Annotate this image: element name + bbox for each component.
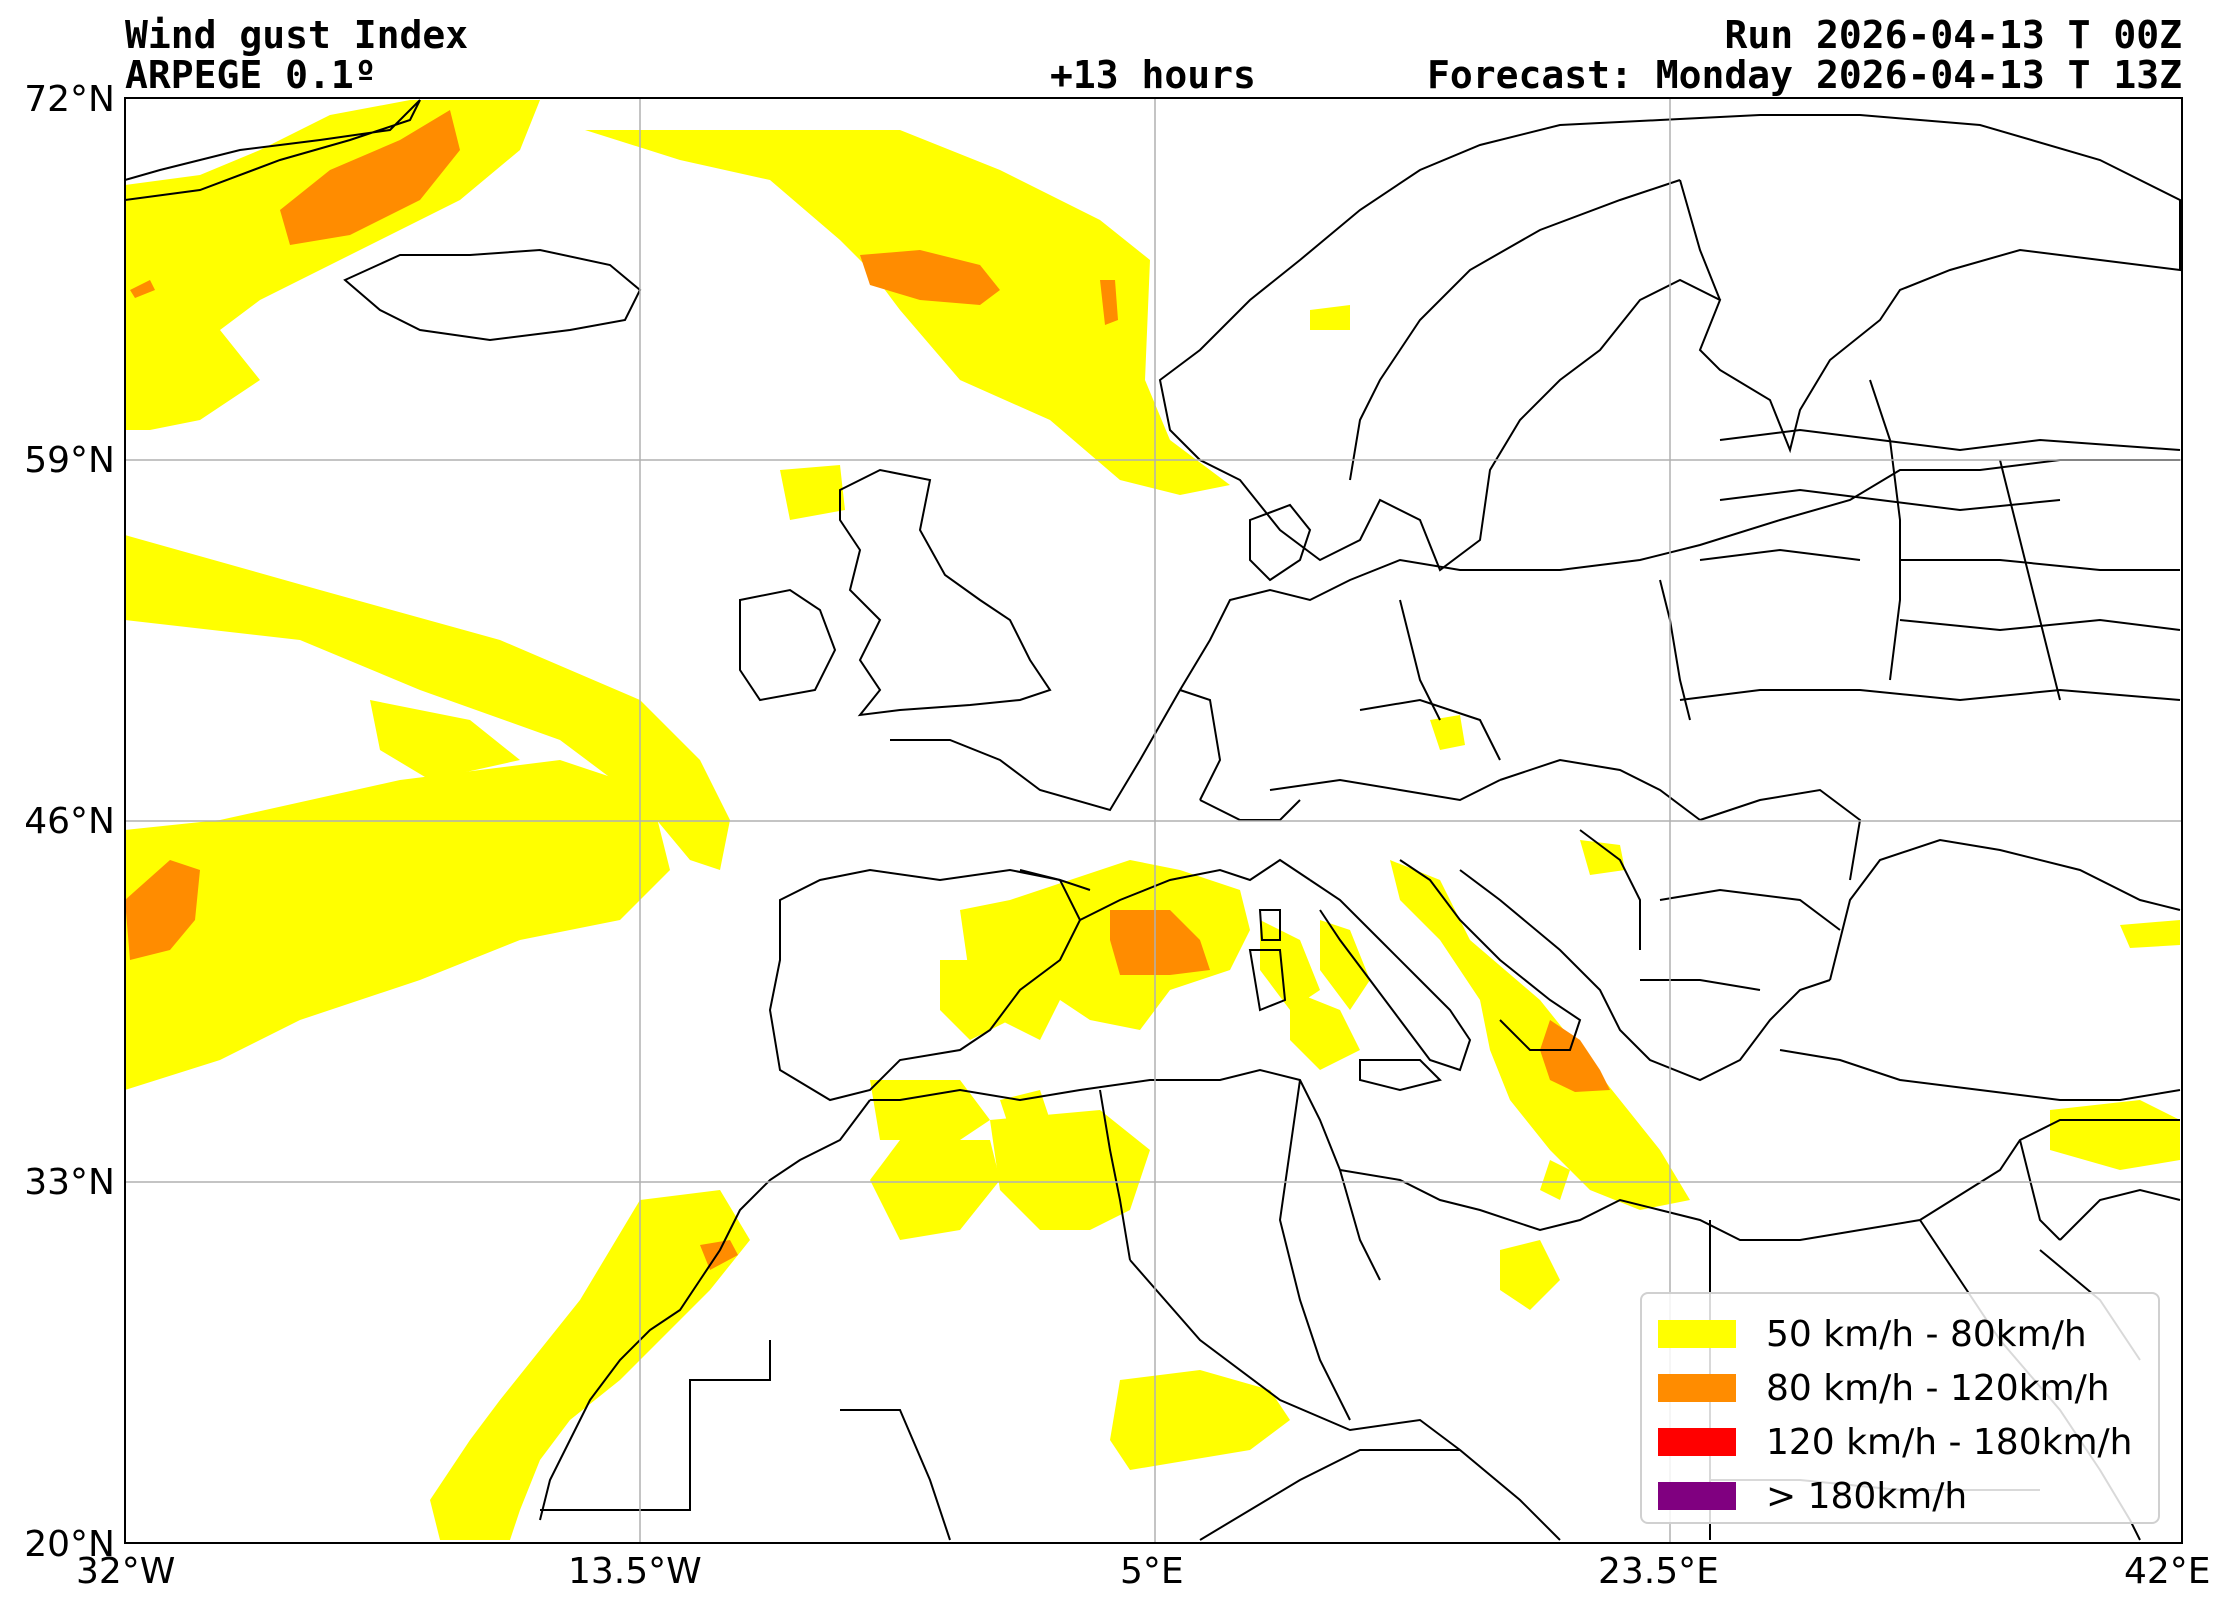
map-title: Wind gust Index bbox=[125, 13, 469, 57]
legend-label: 50 km/h - 80km/h bbox=[1766, 1313, 2087, 1355]
lon-tick-label: 23.5°E bbox=[1598, 1551, 1719, 1592]
border-france-germany bbox=[1179, 689, 1222, 801]
border-austria bbox=[1269, 778, 1501, 802]
border-russia-3 bbox=[1900, 559, 2180, 571]
coastline-iberia bbox=[768, 868, 1082, 1102]
border-norway-sweden bbox=[1349, 179, 1681, 481]
border-ukraine-north bbox=[1679, 688, 2181, 702]
lon-tick-label: 5°E bbox=[1120, 1551, 1184, 1592]
border-serbia bbox=[1579, 829, 1641, 950]
run-label: Run 2026-04-13 T 00Z bbox=[1724, 13, 2182, 57]
coastline-levant bbox=[2019, 1139, 2061, 1241]
border-france-spain bbox=[1019, 869, 1091, 891]
coastline-africa bbox=[870, 1068, 2180, 1241]
coastline-france-med bbox=[1079, 858, 1311, 921]
border-mauritania bbox=[840, 1409, 951, 1541]
coastline-greenland bbox=[124, 99, 421, 201]
lat-tick-label: 59°N bbox=[24, 440, 115, 481]
gridlines bbox=[125, 98, 2182, 1543]
border-sweden-finland bbox=[1679, 179, 1721, 301]
model-label: ARPEGE 0.1º bbox=[125, 53, 377, 97]
border-algeria-south bbox=[1129, 1259, 1461, 1451]
legend-swatch bbox=[1658, 1482, 1736, 1510]
border-romania bbox=[1699, 788, 1862, 881]
coastline-ireland bbox=[739, 588, 837, 702]
border-baltics-1 bbox=[1719, 428, 2181, 452]
lat-tick-label: 20°N bbox=[24, 1524, 115, 1565]
border-czech bbox=[1359, 698, 1501, 761]
gust-area-50-80 bbox=[125, 100, 2180, 1540]
lat-tick-label: 33°N bbox=[24, 1162, 115, 1203]
coastline-iceland bbox=[343, 248, 642, 342]
coastline-denmark bbox=[1249, 503, 1312, 582]
border-north-africa-1 bbox=[1099, 1089, 1131, 1261]
legend-swatch bbox=[1658, 1374, 1736, 1402]
border-niger-chad bbox=[1199, 1449, 1561, 1541]
coastline-continent bbox=[890, 459, 2180, 812]
coastline-great-britain bbox=[839, 468, 1052, 717]
lon-tick-label: 32°W bbox=[76, 1551, 176, 1592]
border-libya-tunisia bbox=[1339, 1169, 1381, 1281]
legend-label: > 180km/h bbox=[1766, 1475, 1968, 1517]
legend-item: 120 km/h - 180km/h bbox=[1658, 1421, 2133, 1463]
legend-item: 50 km/h - 80km/h bbox=[1658, 1313, 2087, 1355]
border-hungary bbox=[1499, 758, 1701, 821]
lead-time-label: +13 hours bbox=[1050, 53, 1256, 97]
border-north-africa-2 bbox=[1278, 1079, 1351, 1421]
border-baltics-2 bbox=[1719, 488, 2061, 512]
forecast-label: Forecast: Monday 2026-04-13 T 13Z bbox=[1427, 53, 2182, 97]
legend-swatch bbox=[1658, 1428, 1736, 1456]
lat-tick-label: 46°N bbox=[24, 801, 115, 842]
map-frame bbox=[124, 97, 2183, 1544]
border-russia-4 bbox=[1899, 618, 2181, 632]
coastline-balkans bbox=[1459, 869, 1831, 1082]
legend-label: 80 km/h - 120km/h bbox=[1766, 1367, 2110, 1409]
legend: 50 km/h - 80km/h 80 km/h - 120km/h 120 k… bbox=[1640, 1292, 2160, 1524]
border-russia-2 bbox=[1999, 459, 2061, 701]
border-baltics-3 bbox=[1699, 548, 1861, 561]
lon-tick-label: 13.5°W bbox=[568, 1551, 702, 1592]
legend-swatch bbox=[1658, 1320, 1736, 1348]
gust-area-80-120 bbox=[125, 110, 1610, 1270]
coastline-italy-east bbox=[1399, 859, 1582, 1051]
legend-item: > 180km/h bbox=[1658, 1475, 1968, 1517]
coastline-italy bbox=[1309, 879, 1472, 1072]
border-greece-north bbox=[1640, 979, 1761, 991]
legend-label: 120 km/h - 180km/h bbox=[1766, 1421, 2133, 1463]
lon-tick-label: 42°E bbox=[2124, 1551, 2211, 1592]
border-bulgaria bbox=[1659, 888, 1841, 931]
legend-item: 80 km/h - 120km/h bbox=[1658, 1367, 2110, 1409]
lat-tick-label: 72°N bbox=[24, 79, 115, 120]
border-germany-poland bbox=[1399, 599, 1441, 721]
coastline-turkey bbox=[1779, 1049, 2181, 1101]
coastline-morocco bbox=[539, 1099, 871, 1521]
border-russia-1 bbox=[1869, 379, 1901, 681]
coastline-corsica bbox=[1258, 909, 1281, 941]
border-switzerland bbox=[1199, 799, 1301, 821]
coastline-black-sea bbox=[1829, 838, 2181, 981]
coastline-sardinia bbox=[1248, 949, 1287, 1012]
border-middle-east bbox=[2059, 1188, 2181, 1241]
coastline-sicily bbox=[1359, 1059, 1442, 1092]
